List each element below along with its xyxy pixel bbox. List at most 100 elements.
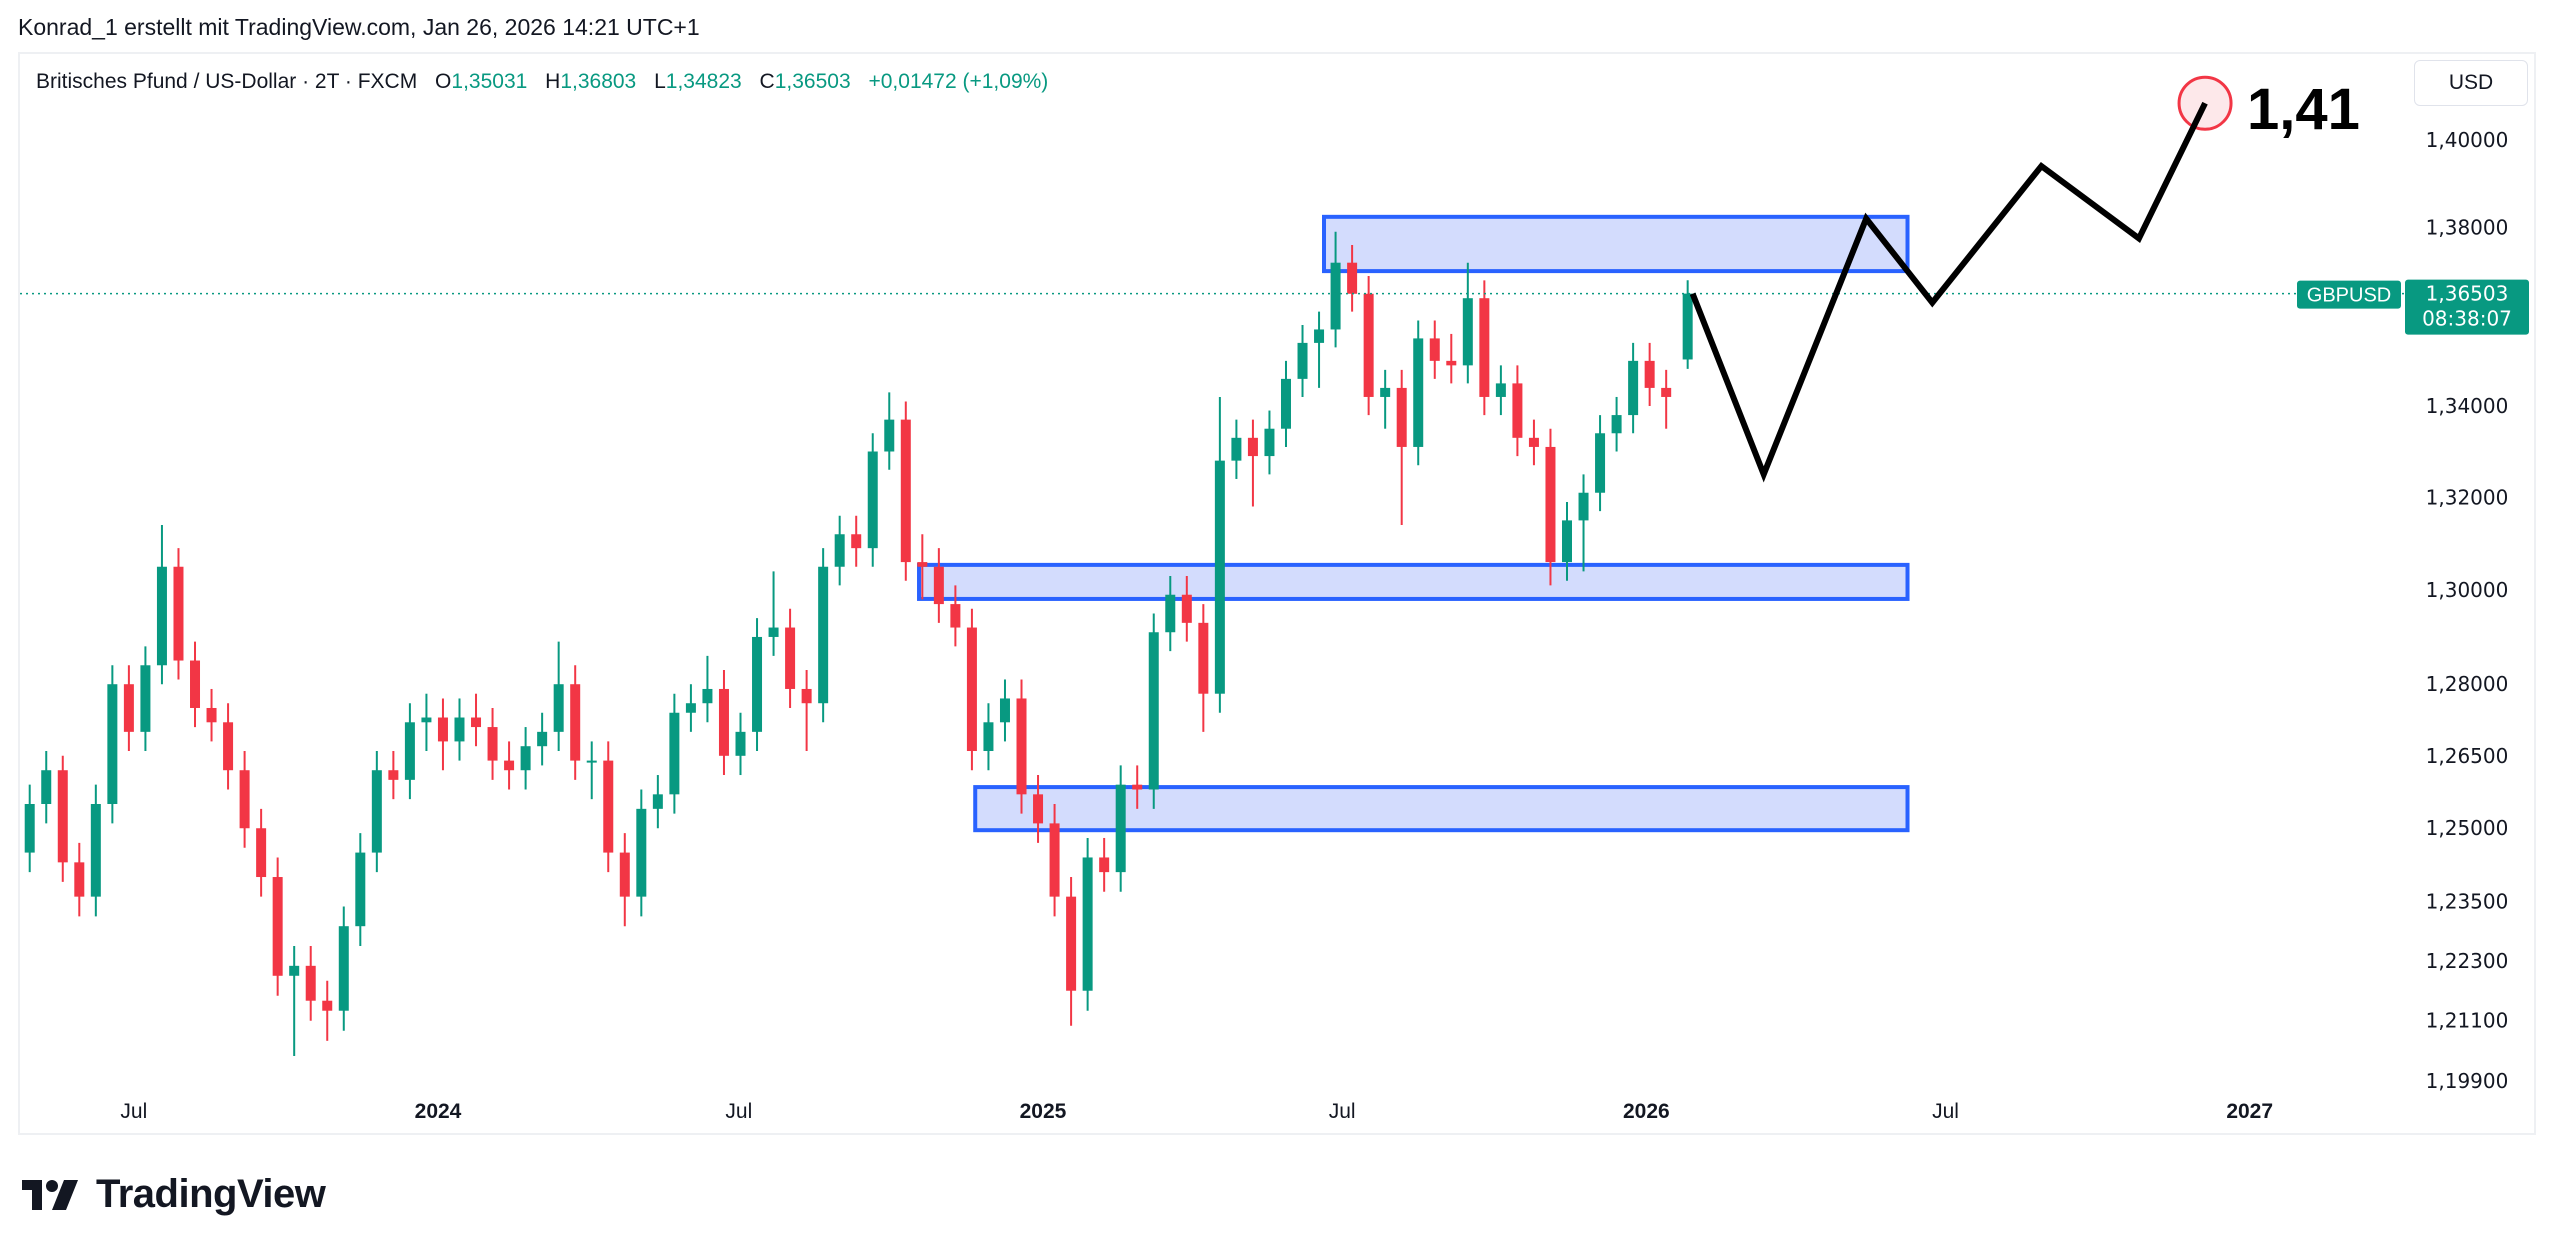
candle (1347, 245, 1358, 312)
target-circle (2177, 75, 2233, 131)
candle (1545, 428, 1556, 586)
candle (8, 828, 18, 896)
candle (1479, 280, 1490, 416)
candle-body (867, 451, 878, 549)
candle-body (1396, 387, 1407, 447)
chart-caption: Konrad_1 erstellt mit TradingView.com, J… (18, 14, 700, 40)
candle (1264, 410, 1275, 475)
candle (619, 833, 630, 927)
candle-body (123, 684, 134, 732)
candle (537, 712, 548, 766)
candle (1512, 365, 1523, 457)
candle-body (239, 770, 250, 829)
candle (1247, 419, 1258, 507)
chart-frame (18, 52, 2536, 1135)
candle (1231, 419, 1242, 479)
candle (156, 525, 167, 685)
candle (487, 707, 498, 780)
candle-body (603, 760, 614, 853)
candle-body (1148, 632, 1159, 790)
candle (702, 655, 713, 723)
candle-body (950, 604, 961, 628)
candle-body (1611, 415, 1622, 434)
candle (371, 751, 382, 873)
candle (685, 684, 696, 732)
close-label: C (759, 70, 775, 93)
candle (603, 741, 614, 873)
candle-body (669, 712, 680, 795)
candle-body (801, 688, 812, 704)
candle-body (834, 534, 845, 567)
candle-body (206, 707, 217, 723)
candle-body (1479, 298, 1490, 397)
candle (90, 784, 101, 917)
candle-body (487, 727, 498, 761)
high-label: H (545, 70, 561, 93)
candle-body (718, 688, 729, 756)
candle-body (74, 862, 85, 897)
candle-body (1495, 383, 1506, 397)
candle-body (1528, 437, 1539, 447)
candle-body (371, 770, 382, 853)
time-axis[interactable]: Jul 2024 Jul 2025 Jul 2026 Jul 2027 (120, 1100, 2273, 1123)
candle-body (851, 534, 862, 549)
tradingview-logo-icon (22, 1179, 78, 1210)
candle (851, 515, 862, 567)
tradingview-logo[interactable]: TradingView (22, 1172, 326, 1217)
candle-body (1462, 298, 1473, 366)
candle-body (900, 419, 911, 563)
time-tick-label: 2024 (415, 1100, 462, 1123)
candle (206, 688, 217, 742)
candle (570, 665, 581, 780)
candle (421, 693, 432, 752)
candle (1611, 396, 1622, 452)
target-label: 1,41 (2247, 77, 2360, 142)
candle-body (421, 717, 432, 723)
candle (718, 669, 729, 776)
price-axis[interactable]: 1,40000 1,38000 1,34000 1,32000 1,30000 1,280… (2426, 128, 2509, 1093)
candle (388, 751, 399, 800)
candle-body (537, 731, 548, 747)
candle (818, 548, 829, 723)
candle-body (1545, 446, 1556, 563)
candle-body (1115, 784, 1126, 873)
price-tick-label: 1,19900 (2426, 1069, 2509, 1093)
candle (289, 945, 300, 1056)
open-label: O (435, 70, 452, 93)
close-value: 1,36503 (774, 70, 851, 93)
candle (1148, 613, 1159, 809)
candle (867, 433, 878, 567)
price-tick-label: 1,22300 (2426, 949, 2509, 973)
candle (553, 641, 564, 752)
projection-path (1689, 101, 2208, 483)
candle (1578, 474, 1589, 572)
low-label: L (654, 70, 666, 93)
candle (735, 712, 746, 776)
candle (768, 571, 779, 656)
symbol-price-tag (2297, 280, 2401, 309)
candle (1115, 765, 1126, 892)
candle (1314, 311, 1325, 388)
time-tick-label: 2027 (2226, 1100, 2273, 1123)
high-value: 1,36803 (560, 70, 637, 93)
candle (256, 808, 267, 897)
candle (652, 775, 663, 829)
price-tick-label: 1,30000 (2426, 578, 2509, 602)
candle-body (1231, 437, 1242, 461)
candle (41, 751, 52, 824)
candle (1033, 775, 1044, 843)
candle (785, 608, 796, 708)
zone-rectangle (973, 785, 1910, 833)
currency-button[interactable]: USD (2414, 60, 2528, 106)
candle-body (338, 926, 349, 1011)
candle (1082, 837, 1093, 1011)
candle-body (107, 684, 118, 805)
candle-body (999, 698, 1010, 723)
candle-body (289, 965, 300, 976)
candle-body (437, 717, 448, 742)
candle (999, 679, 1010, 742)
price-tick-label: 1,38000 (2426, 215, 2509, 239)
symbol-name[interactable]: Britisches Pfund / US-Dollar · 2T · FXCM (36, 70, 418, 93)
candle-body (1429, 338, 1440, 361)
